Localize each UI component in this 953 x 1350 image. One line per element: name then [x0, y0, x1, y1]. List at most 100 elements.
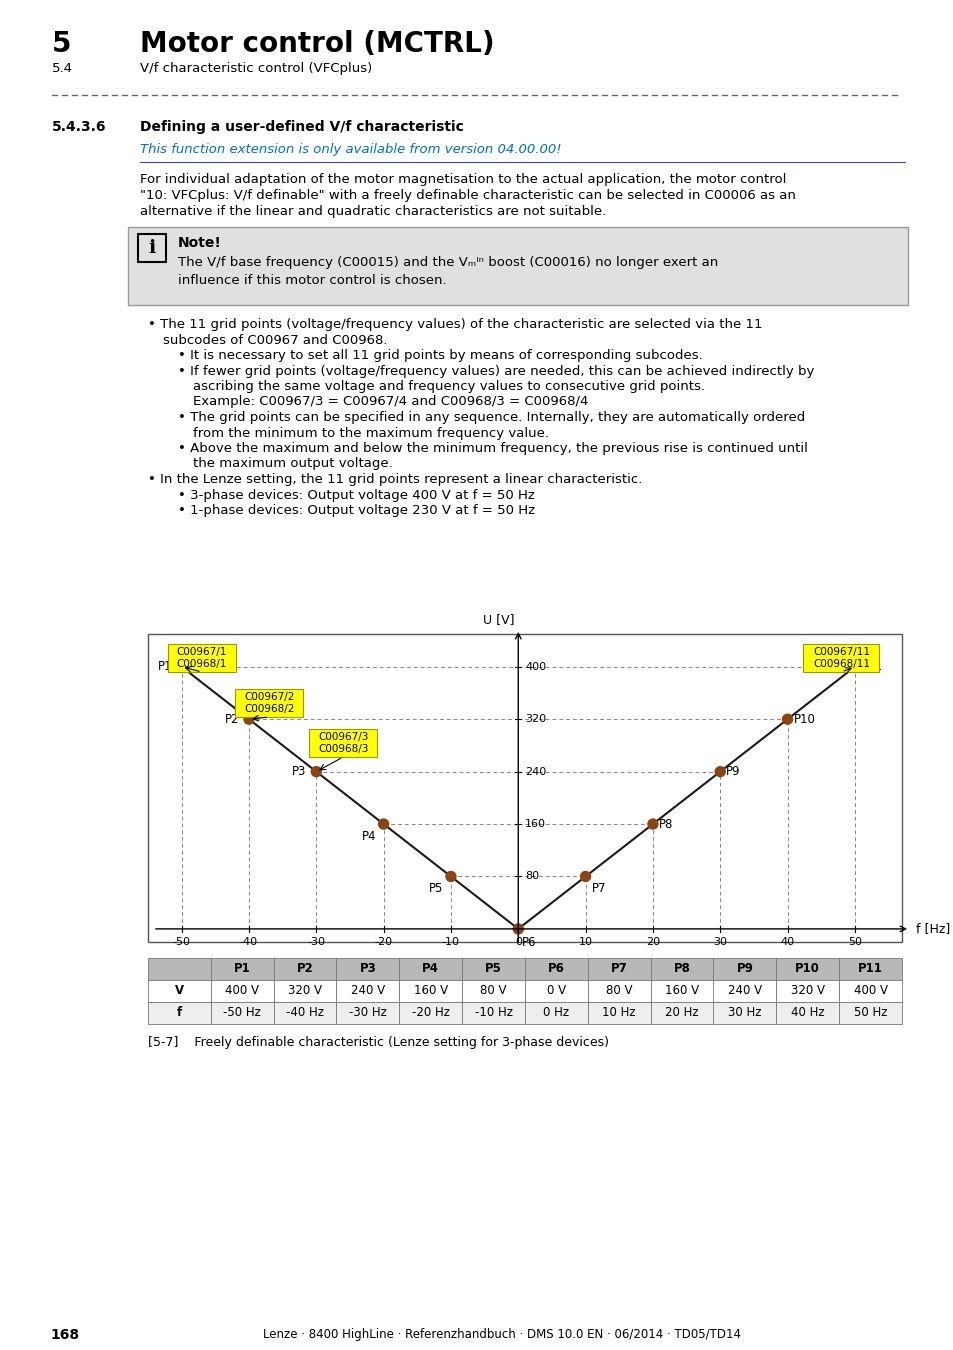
Text: "10: VFCplus: V/f definable" with a freely definable characteristic can be selec: "10: VFCplus: V/f definable" with a free… [140, 189, 795, 202]
Text: 240: 240 [525, 767, 546, 776]
Text: f [Hz]: f [Hz] [915, 922, 949, 936]
Circle shape [513, 923, 522, 934]
Circle shape [311, 767, 321, 776]
Text: 10: 10 [578, 937, 592, 946]
Bar [839, 1002, 901, 1025]
Bar [461, 980, 524, 1002]
Bar [839, 980, 901, 1002]
Text: -20: -20 [375, 937, 393, 946]
Bar [650, 980, 713, 1002]
Text: P8: P8 [673, 963, 690, 976]
Bar [524, 980, 587, 1002]
Text: [5-7]    Freely definable characteristic (Lenze setting for 3-phase devices): [5-7] Freely definable characteristic (L… [148, 1035, 608, 1049]
Text: U [V]: U [V] [482, 613, 514, 626]
Bar [650, 958, 713, 980]
Text: P6: P6 [547, 963, 564, 976]
Bar [802, 644, 879, 672]
Bar [587, 958, 650, 980]
Text: 0 V: 0 V [546, 984, 565, 998]
Text: P6: P6 [521, 937, 537, 949]
Text: 0 Hz: 0 Hz [543, 1007, 569, 1019]
Text: 30: 30 [713, 937, 726, 946]
Text: P5: P5 [485, 963, 501, 976]
Text: • 1-phase devices: Output voltage 230 V at f = 50 Hz: • 1-phase devices: Output voltage 230 V … [178, 504, 535, 517]
Text: This function extension is only available from version 04.00.00!: This function extension is only availabl… [140, 143, 561, 157]
Bar [148, 980, 211, 1002]
Text: P10: P10 [793, 713, 815, 726]
Text: 10 Hz: 10 Hz [601, 1007, 636, 1019]
Text: P10: P10 [795, 963, 820, 976]
Text: P5: P5 [429, 882, 443, 895]
Circle shape [849, 662, 859, 672]
Text: 320 V: 320 V [288, 984, 322, 998]
Bar [524, 1002, 587, 1025]
Circle shape [781, 714, 792, 724]
Text: 5: 5 [52, 30, 71, 58]
Text: 240 V: 240 V [727, 984, 761, 998]
Text: 30 Hz: 30 Hz [727, 1007, 760, 1019]
Text: Example: C00967/3 = C00967/4 and C00968/3 = C00968/4: Example: C00967/3 = C00967/4 and C00968/… [193, 396, 588, 409]
Text: Defining a user-defined V/f characteristic: Defining a user-defined V/f characterist… [140, 120, 463, 134]
Bar [309, 729, 376, 757]
Text: the maximum output voltage.: the maximum output voltage. [193, 458, 393, 471]
Bar [776, 1002, 839, 1025]
Text: 20: 20 [645, 937, 659, 946]
Bar [274, 1002, 336, 1025]
Text: 40 Hz: 40 Hz [790, 1007, 823, 1019]
Bar [148, 958, 211, 980]
Text: For individual adaptation of the motor magnetisation to the actual application, : For individual adaptation of the motor m… [140, 173, 785, 186]
Bar [461, 1002, 524, 1025]
Text: 0: 0 [515, 937, 521, 946]
Bar [128, 227, 907, 305]
Bar [274, 980, 336, 1002]
Text: P11: P11 [858, 963, 882, 976]
Text: P2: P2 [225, 713, 239, 726]
Text: 400 V: 400 V [853, 984, 886, 998]
Bar [713, 980, 776, 1002]
Text: 5.4: 5.4 [52, 62, 73, 76]
Text: 40: 40 [780, 937, 794, 946]
Bar [713, 1002, 776, 1025]
Text: C00967/11
C00968/11: C00967/11 C00968/11 [812, 647, 869, 668]
Text: C00967/3
C00968/3: C00967/3 C00968/3 [317, 732, 368, 753]
Text: P1: P1 [233, 963, 251, 976]
Text: subcodes of C00967 and C00968.: subcodes of C00967 and C00968. [163, 333, 387, 347]
Text: from the minimum to the maximum frequency value.: from the minimum to the maximum frequenc… [193, 427, 548, 440]
Text: • The grid points can be specified in any sequence. Internally, they are automat: • The grid points can be specified in an… [178, 410, 804, 424]
Bar [274, 958, 336, 980]
Circle shape [176, 662, 187, 672]
Text: 240 V: 240 V [351, 984, 385, 998]
Text: P2: P2 [296, 963, 314, 976]
Text: P4: P4 [361, 829, 375, 842]
Text: • The 11 grid points (voltage/frequency values) of the characteristic are select: • The 11 grid points (voltage/frequency … [148, 319, 761, 331]
Text: P8: P8 [659, 818, 673, 830]
Bar [168, 644, 235, 672]
Bar [211, 958, 274, 980]
Bar [336, 980, 399, 1002]
Bar [713, 958, 776, 980]
Bar [399, 980, 461, 1002]
Text: 160 V: 160 V [414, 984, 447, 998]
Bar [336, 958, 399, 980]
Text: 160 V: 160 V [664, 984, 699, 998]
Circle shape [580, 872, 590, 882]
Text: P7: P7 [610, 963, 627, 976]
Text: 168: 168 [50, 1328, 79, 1342]
Text: -10: -10 [441, 937, 459, 946]
Text: P11: P11 [860, 660, 882, 674]
Bar [461, 958, 524, 980]
Circle shape [715, 767, 724, 776]
Text: influence if this motor control is chosen.: influence if this motor control is chose… [178, 274, 446, 288]
Text: 80: 80 [525, 872, 538, 882]
Text: ascribing the same voltage and frequency values to consecutive grid points.: ascribing the same voltage and frequency… [193, 379, 704, 393]
Text: -30 Hz: -30 Hz [349, 1007, 387, 1019]
Text: V/f characteristic control (VFCplus): V/f characteristic control (VFCplus) [140, 62, 372, 76]
Text: 160: 160 [525, 819, 546, 829]
Bar [399, 958, 461, 980]
Text: 50 Hz: 50 Hz [853, 1007, 886, 1019]
Bar [587, 980, 650, 1002]
Text: -30: -30 [307, 937, 325, 946]
Bar [524, 958, 587, 980]
Text: P3: P3 [359, 963, 375, 976]
Text: P1: P1 [157, 660, 172, 674]
